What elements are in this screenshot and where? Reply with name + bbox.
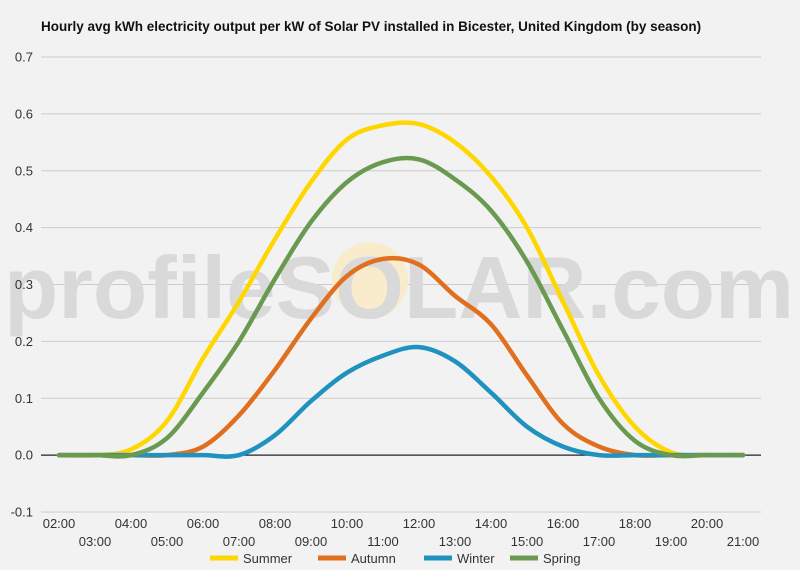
x-tick-label: 20:00 (691, 516, 724, 531)
y-tick-label: 0.2 (15, 334, 33, 349)
y-tick-label: 0.5 (15, 163, 33, 178)
legend-item-autumn[interactable]: Autumn (318, 551, 396, 566)
series-line-spring (56, 155, 746, 459)
x-tick-label: 05:00 (151, 534, 184, 549)
legend-label: Summer (243, 551, 293, 566)
legend-label: Autumn (351, 551, 396, 566)
x-tick-label: 07:00 (223, 534, 256, 549)
y-tick-label: 0.3 (15, 277, 33, 292)
x-tick-label: 19:00 (655, 534, 688, 549)
x-tick-label: 09:00 (295, 534, 328, 549)
x-tick-label: 02:00 (43, 516, 76, 531)
x-tick-label: 18:00 (619, 516, 652, 531)
legend: Summer Autumn Winter Spring (210, 551, 581, 566)
y-tick-label: 0.7 (15, 50, 33, 65)
series-lines (56, 120, 746, 459)
y-tick-label: 0.4 (15, 220, 33, 235)
x-tick-label: 16:00 (547, 516, 580, 531)
watermark: profileSOLAR.com (4, 238, 794, 337)
y-tick-label: 0.1 (15, 391, 33, 406)
x-tick-label: 08:00 (259, 516, 292, 531)
x-tick-label: 03:00 (79, 534, 112, 549)
y-axis: -0.1 0.0 0.1 0.2 0.3 0.4 0.5 0.6 0.7 (11, 50, 33, 520)
watermark-sun (332, 242, 408, 318)
series-line-summer (56, 120, 746, 458)
x-tick-label: 10:00 (331, 516, 364, 531)
x-tick-label: 04:00 (115, 516, 148, 531)
x-tick-label: 13:00 (439, 534, 472, 549)
y-tick-label: 0.6 (15, 106, 33, 121)
legend-label: Spring (543, 551, 581, 566)
x-tick-label: 12:00 (403, 516, 436, 531)
series-line-winter (56, 344, 746, 459)
legend-label: Winter (457, 551, 495, 566)
chart-title: Hourly avg kWh electricity output per kW… (41, 19, 702, 34)
legend-item-summer[interactable]: Summer (210, 551, 293, 566)
x-tick-label: 14:00 (475, 516, 508, 531)
legend-item-winter[interactable]: Winter (424, 551, 495, 566)
x-axis: 02:0003:0004:0005:0006:0007:0008:0009:00… (43, 516, 760, 549)
y-tick-label: 0.0 (15, 448, 33, 463)
x-tick-label: 17:00 (583, 534, 616, 549)
x-tick-label: 21:00 (727, 534, 760, 549)
legend-item-spring[interactable]: Spring (510, 551, 581, 566)
x-tick-label: 15:00 (511, 534, 544, 549)
watermark-text: profileSOLAR.com (4, 238, 794, 337)
y-tick-label: -0.1 (11, 505, 33, 520)
x-tick-label: 11:00 (367, 534, 399, 549)
x-tick-label: 06:00 (187, 516, 220, 531)
